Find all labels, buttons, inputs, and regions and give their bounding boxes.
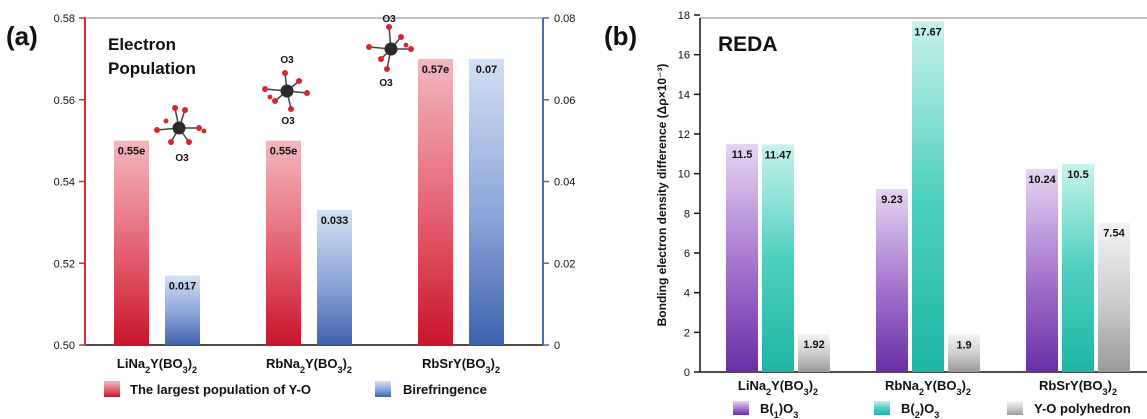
panel-a-left-ticks: 0.50 0.52 0.54 0.56 0.58	[54, 13, 85, 352]
bar-population-2	[418, 58, 453, 345]
tick-label: 6	[684, 248, 690, 260]
bar-b2o3-0	[762, 144, 794, 372]
molecule-annotations: O3 O3 O3 O3 O3	[175, 14, 396, 164]
panel-b-legend: B(1)O3 B(2)O3 Y-O polyhedron	[733, 401, 1131, 419]
tick-label: 0.50	[54, 340, 75, 352]
data-label: 0.07	[476, 64, 497, 76]
tick-label: 0	[554, 340, 560, 352]
data-label: 9.23	[881, 194, 902, 206]
bar-y-o-polyhedron-2	[1098, 222, 1130, 372]
annotation-o3: O3	[280, 55, 294, 66]
tick-label: 14	[678, 89, 690, 101]
tick-label: 10	[678, 169, 690, 181]
data-label: 7.54	[1103, 227, 1125, 239]
panel-b: (b) 0 2 4 6 8 10 12 14 16 18 Bonding electron den…	[604, 10, 1147, 419]
tick-label: 0.58	[54, 13, 75, 25]
panel-a: (a) 0.50 0.52 0.54 0.56 0.58 0 0.02 0.04 0.06 0.…	[6, 13, 575, 397]
bar-population-0	[114, 140, 149, 345]
data-label: 0.033	[321, 215, 349, 227]
legend-swatch-population	[104, 381, 120, 397]
tick-label: 0.04	[554, 177, 575, 189]
bar-b1o3-1	[876, 188, 908, 372]
bar-b1o3-0	[726, 143, 758, 372]
bar-y-o-polyhedron-0	[798, 333, 830, 372]
molecule-icon-lina2y	[154, 105, 207, 145]
tick-label: 0.54	[54, 177, 75, 189]
legend-swatch-b2o3	[874, 401, 890, 415]
data-label: 0.57e	[422, 64, 450, 76]
data-label: 11.47	[765, 150, 792, 162]
panel-a-bars: 0.55e 0.55e 0.57e 0.017 0.033 0.07	[114, 58, 504, 345]
tick-label: 0.06	[554, 95, 575, 107]
data-label: 10.24	[1028, 174, 1056, 186]
category-label: LiNa2Y(BO3)2	[738, 378, 818, 397]
data-label: 0.017	[169, 281, 197, 293]
bar-birefringence-2	[469, 58, 504, 345]
category-label: LiNa2Y(BO3)2	[117, 356, 197, 375]
panel-a-label: (a)	[6, 21, 38, 51]
data-label: 17.67	[914, 27, 942, 39]
category-label: RbSrY(BO3)2	[1039, 378, 1117, 397]
legend-swatch-birefringence	[375, 381, 391, 397]
panel-b-y-axis-label: Bonding electron density difference (Δρ×…	[655, 64, 669, 327]
tick-label: 0	[684, 367, 690, 379]
tick-label: 0.02	[554, 258, 575, 270]
legend-label-birefringence: Birefringence	[403, 382, 487, 397]
data-label: 10.5	[1067, 169, 1088, 181]
bar-y-o-polyhedron-1	[948, 334, 980, 372]
bar-birefringence-1	[317, 210, 352, 345]
data-label: 11.5	[732, 149, 753, 161]
panel-a-legend: The largest population of Y-O Birefringe…	[104, 381, 487, 397]
tick-label: 0.56	[54, 95, 75, 107]
data-label: 0.55e	[118, 146, 146, 158]
annotation-o3: O3	[281, 116, 295, 127]
panel-b-y-ticks: 0 2 4 6 8 10 12 14 16 18	[678, 10, 700, 379]
panel-a-right-ticks: 0 0.02 0.04 0.06 0.08	[543, 13, 575, 352]
annotation-o3: O3	[382, 14, 396, 25]
legend-label-b2o3: B(2)O3	[901, 401, 939, 419]
data-label: 1.9	[956, 339, 971, 351]
bar-b1o3-2	[1026, 168, 1058, 372]
bar-population-1	[266, 140, 301, 345]
legend-swatch-y-o-polyhedron	[1007, 401, 1023, 415]
panel-a-title: Electron Population	[108, 35, 196, 78]
tick-label: 16	[678, 50, 690, 62]
data-label: 1.92	[803, 339, 824, 351]
molecule-icon-rbsry	[366, 24, 414, 72]
tick-label: 0.08	[554, 13, 575, 25]
category-label: RbNa2Y(BO3)2	[885, 378, 971, 397]
tick-label: 2	[684, 327, 690, 339]
panel-b-title: REDA	[718, 33, 778, 56]
annotation-o3: O3	[175, 153, 189, 164]
bar-birefringence-0	[165, 275, 200, 345]
annotation-o3: O3	[379, 78, 393, 89]
tick-label: 18	[678, 10, 690, 22]
legend-swatch-b1o3	[733, 401, 749, 415]
tick-label: 0.52	[54, 258, 75, 270]
tick-label: 4	[684, 288, 690, 300]
category-label: RbSrY(BO3)2	[422, 356, 500, 375]
panel-b-category-labels: LiNa2Y(BO3)2 RbNa2Y(BO3)2 RbSrY(BO3)2	[738, 378, 1117, 397]
bar-b2o3-1	[912, 21, 944, 372]
tick-label: 12	[678, 129, 690, 141]
category-label: RbNa2Y(BO3)2	[266, 356, 352, 375]
panel-b-bars: 11.5 9.23 10.24 11.47 17.67 10.5 1.92 1.9 7.54	[726, 21, 1130, 372]
bar-b2o3-2	[1062, 163, 1094, 372]
data-label: 0.55e	[270, 146, 298, 158]
tick-label: 8	[684, 208, 690, 220]
legend-label-population: The largest population of Y-O	[130, 382, 311, 397]
legend-label-b1o3: B(1)O3	[760, 401, 798, 419]
legend-label-y-o-polyhedron: Y-O polyhedron	[1034, 401, 1131, 416]
panel-b-label: (b)	[604, 21, 637, 51]
panel-a-category-labels: LiNa2Y(BO3)2 RbNa2Y(BO3)2 RbSrY(BO3)2	[117, 356, 500, 375]
molecule-icon-rbna2y	[262, 70, 310, 112]
